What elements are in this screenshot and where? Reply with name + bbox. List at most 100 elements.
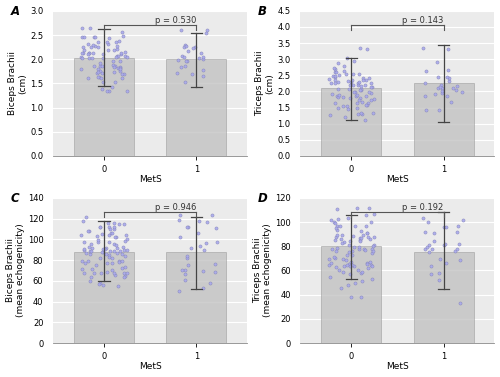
Point xyxy=(356,238,364,244)
Point xyxy=(363,261,371,267)
Point xyxy=(358,278,366,284)
Point xyxy=(118,29,126,35)
Point xyxy=(335,72,343,78)
Point xyxy=(362,223,370,229)
Point xyxy=(189,44,197,51)
Point xyxy=(123,54,131,60)
X-axis label: MetS: MetS xyxy=(386,362,409,371)
Text: C: C xyxy=(10,192,19,205)
Point xyxy=(78,25,86,31)
Point xyxy=(78,55,86,61)
Point xyxy=(84,51,92,57)
Point xyxy=(350,58,358,64)
Point xyxy=(339,94,347,100)
Point xyxy=(80,247,88,253)
Point xyxy=(183,58,191,64)
Point xyxy=(344,55,351,61)
Point xyxy=(332,237,340,243)
Point xyxy=(84,228,92,234)
Point xyxy=(110,78,118,84)
Point xyxy=(98,69,106,75)
Point xyxy=(206,279,214,285)
Point xyxy=(422,246,430,252)
Point xyxy=(86,274,94,280)
Point xyxy=(332,234,340,241)
Point xyxy=(438,85,446,91)
Point xyxy=(122,232,130,238)
Point xyxy=(342,113,349,120)
Y-axis label: Biceps Brachii
(mean echogenicity): Biceps Brachii (mean echogenicity) xyxy=(6,224,25,317)
Point xyxy=(111,272,119,278)
Point xyxy=(447,99,455,105)
Point xyxy=(212,239,220,245)
Point xyxy=(194,218,202,224)
Point xyxy=(459,217,467,223)
Point xyxy=(108,260,116,266)
Point xyxy=(110,224,118,230)
Point xyxy=(347,259,355,265)
Point xyxy=(444,75,452,81)
Point xyxy=(340,239,348,245)
Point xyxy=(346,271,354,277)
Point xyxy=(368,84,376,90)
Point xyxy=(112,234,120,240)
Point xyxy=(88,266,96,272)
Point xyxy=(114,258,122,264)
Point xyxy=(180,54,188,60)
Point xyxy=(346,81,354,87)
Point xyxy=(337,236,345,242)
Point xyxy=(368,246,376,252)
Point xyxy=(180,277,188,283)
Point xyxy=(438,88,446,94)
Bar xyxy=(166,59,226,156)
Point xyxy=(104,41,112,47)
Point xyxy=(354,100,362,106)
Point xyxy=(344,242,352,248)
Point xyxy=(89,50,97,56)
Point xyxy=(99,55,107,61)
Point xyxy=(342,257,350,263)
Point xyxy=(175,288,183,294)
Point xyxy=(328,246,336,252)
Point xyxy=(362,230,370,236)
Point xyxy=(332,248,340,254)
Point xyxy=(334,86,342,92)
Point xyxy=(363,260,371,266)
Bar xyxy=(321,88,382,156)
Point xyxy=(114,283,122,289)
Point xyxy=(436,84,444,90)
Point xyxy=(355,246,363,252)
Point xyxy=(370,234,378,240)
Point xyxy=(340,68,347,74)
Point xyxy=(350,233,358,239)
X-axis label: MetS: MetS xyxy=(139,175,162,184)
Point xyxy=(106,226,114,232)
Point xyxy=(331,80,339,86)
Point xyxy=(335,267,343,273)
Point xyxy=(182,63,190,69)
Point xyxy=(104,254,112,260)
Point xyxy=(364,100,372,106)
Point xyxy=(451,248,459,254)
Text: D: D xyxy=(258,192,268,205)
Point xyxy=(120,274,128,280)
Point xyxy=(352,223,360,229)
Point xyxy=(362,93,370,99)
Point xyxy=(356,95,364,101)
Text: p = 0.143: p = 0.143 xyxy=(402,15,444,25)
Point xyxy=(330,100,338,106)
Point xyxy=(443,74,451,80)
Point xyxy=(334,60,342,66)
Point xyxy=(365,75,373,81)
Point xyxy=(110,220,118,226)
Point xyxy=(108,255,116,261)
Point xyxy=(333,232,341,238)
Point xyxy=(87,248,95,254)
Point xyxy=(98,79,106,85)
Point xyxy=(181,271,189,277)
Point xyxy=(104,232,112,238)
Point xyxy=(450,85,458,91)
Point xyxy=(359,75,367,81)
Point xyxy=(121,264,129,270)
Point xyxy=(458,89,466,95)
